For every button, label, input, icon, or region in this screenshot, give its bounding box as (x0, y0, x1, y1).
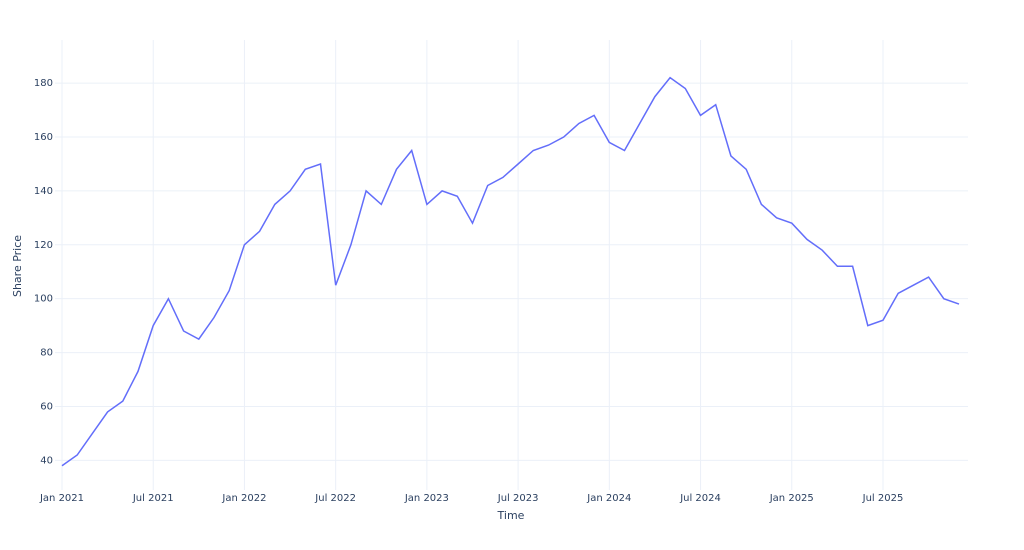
y-tick-label: 180 (34, 78, 53, 89)
y-tick-label: 80 (40, 348, 53, 359)
x-tick-label: Jul 2023 (497, 493, 539, 504)
x-tick-label: Jul 2025 (862, 493, 904, 504)
x-tick-label: Jan 2021 (39, 493, 84, 504)
x-tick-label: Jan 2023 (404, 493, 449, 504)
y-tick-label: 140 (34, 186, 53, 197)
x-tick-label: Jan 2024 (586, 493, 631, 504)
y-tick-label: 120 (34, 240, 53, 251)
x-tick-label: Jan 2022 (221, 493, 266, 504)
x-axis-title: Time (497, 509, 525, 522)
y-tick-label: 100 (34, 294, 53, 305)
x-tick-label: Jul 2024 (679, 493, 721, 504)
x-tick-label: Jul 2022 (314, 493, 356, 504)
x-tick-label: Jan 2025 (769, 493, 814, 504)
y-axis-title: Share Price (11, 235, 24, 297)
y-tick-label: 160 (34, 132, 53, 143)
y-tick-label: 40 (40, 455, 53, 466)
price-line (61, 76, 960, 467)
x-tick-label: Jul 2021 (132, 493, 174, 504)
y-tick-label: 60 (40, 401, 53, 412)
